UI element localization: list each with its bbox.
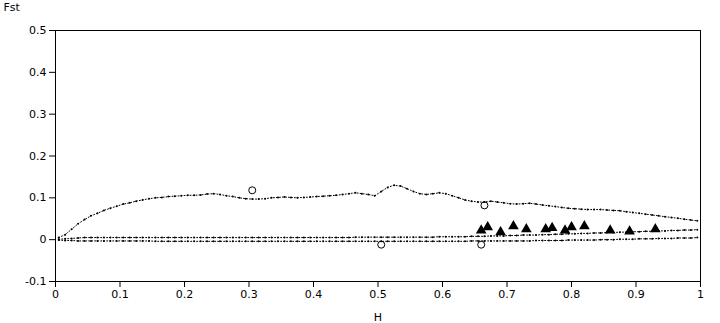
svg-text:0.4: 0.4: [305, 288, 323, 301]
svg-text:-0.1: -0.1: [25, 275, 46, 288]
svg-text:0.2: 0.2: [176, 288, 194, 301]
svg-text:0.6: 0.6: [434, 288, 452, 301]
svg-text:0.3: 0.3: [240, 288, 258, 301]
svg-text:0.1: 0.1: [29, 191, 47, 204]
svg-text:0.7: 0.7: [498, 288, 516, 301]
svg-text:0.9: 0.9: [627, 288, 645, 301]
svg-text:1: 1: [697, 288, 704, 301]
svg-text:0.1: 0.1: [111, 288, 129, 301]
svg-text:0.2: 0.2: [29, 150, 47, 163]
svg-text:0: 0: [40, 233, 47, 246]
svg-text:0.5: 0.5: [369, 288, 387, 301]
svg-text:0.8: 0.8: [563, 288, 581, 301]
svg-text:0.4: 0.4: [29, 66, 47, 79]
svg-text:Fst: Fst: [4, 1, 21, 14]
svg-text:H: H: [374, 311, 382, 323]
svg-text:0.5: 0.5: [29, 24, 47, 37]
svg-text:0: 0: [52, 288, 59, 301]
svg-text:0.3: 0.3: [29, 108, 47, 121]
